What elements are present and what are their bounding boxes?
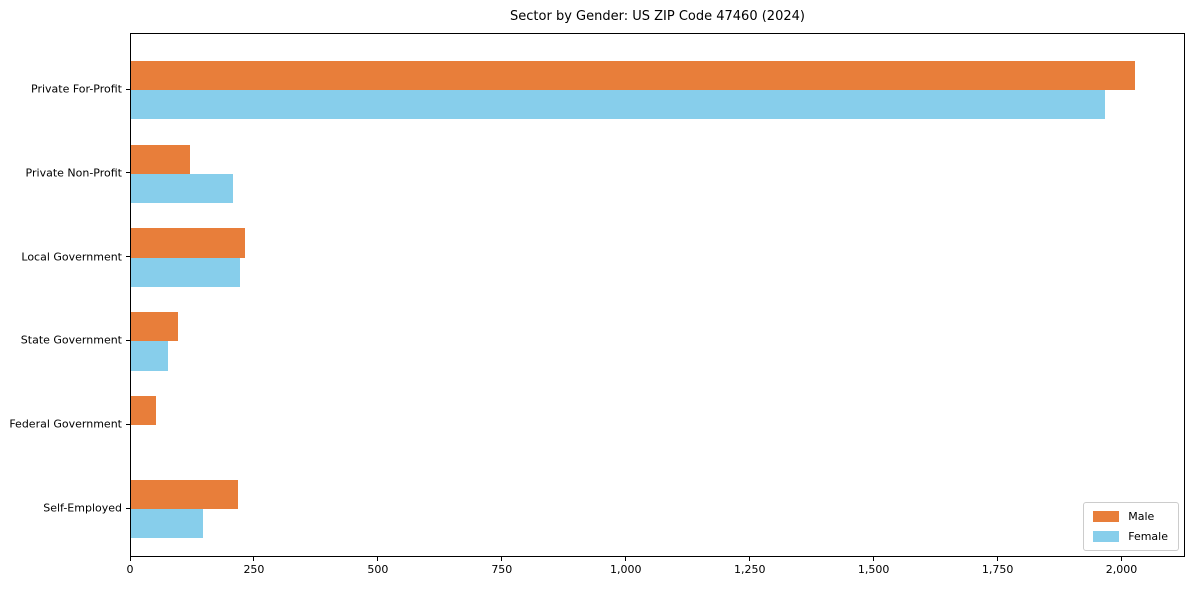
x-axis-tick-label: 2,000: [1105, 563, 1138, 576]
y-axis-label: Local Government: [21, 250, 122, 264]
x-axis-tick-label: 250: [243, 563, 265, 576]
legend-entry-male: Male: [1093, 510, 1168, 523]
y-axis-tick: [126, 339, 130, 341]
x-axis-tick-label: 1,750: [981, 563, 1014, 576]
bar-female-local-government: [131, 257, 241, 288]
x-axis-tick: [625, 557, 627, 561]
y-axis-label: Self-Employed: [43, 501, 122, 515]
bar-female-private-non-profit: [131, 173, 233, 204]
y-axis-labels: Private For-Profit Private Non-Profit Loca…: [0, 33, 122, 557]
x-axis-tick: [377, 557, 379, 561]
y-axis-tick: [126, 172, 130, 174]
y-axis-label: State Government: [20, 333, 122, 347]
x-axis-tick-label: 0: [126, 563, 134, 576]
x-axis-tick-label: 1,250: [733, 563, 766, 576]
legend-entry-female: Female: [1093, 530, 1168, 543]
x-axis-tick-label: 1,000: [610, 563, 642, 576]
y-axis-tick: [126, 507, 130, 509]
bar-male-local-government: [131, 228, 246, 258]
x-axis-tick-label: 1,500: [857, 563, 890, 576]
female-series-swatch: [1093, 531, 1120, 542]
bar-male-private-for-profit: [131, 60, 1135, 91]
x-axis-tick-label: 750: [491, 563, 513, 576]
y-axis-label: Private For-Profit: [31, 82, 122, 96]
y-axis-label: Private Non-Profit: [25, 166, 122, 180]
x-axis-tick: [1121, 557, 1123, 561]
plot-area: Male Female: [130, 33, 1185, 557]
bar-female-self-employed: [131, 509, 203, 539]
legend-label-male: Male: [1128, 510, 1155, 523]
x-axis-tick: [873, 557, 875, 561]
x-axis-tick: [749, 557, 751, 561]
legend: Male Female: [1083, 502, 1179, 551]
x-axis-tick: [501, 557, 503, 561]
bar-male-private-non-profit: [131, 144, 191, 174]
y-axis-tick: [126, 256, 130, 258]
y-axis-tick: [126, 423, 130, 425]
bar-male-federal-government: [131, 395, 156, 426]
x-axis-tick: [253, 557, 255, 561]
bar-female-state-government: [131, 341, 169, 371]
chart-title: Sector by Gender: US ZIP Code 47460 (202…: [510, 9, 805, 24]
y-axis-tick: [126, 88, 130, 90]
bar-male-state-government: [131, 312, 179, 342]
y-axis-label: Federal Government: [9, 417, 122, 431]
x-axis-tick-label: 500: [367, 563, 389, 576]
male-series-swatch: [1093, 511, 1120, 522]
x-axis-tick: [997, 557, 999, 561]
x-axis-tick: [129, 557, 131, 561]
legend-label-female: Female: [1128, 530, 1168, 543]
bar-female-private-for-profit: [131, 90, 1106, 120]
bar-male-self-employed: [131, 479, 238, 509]
